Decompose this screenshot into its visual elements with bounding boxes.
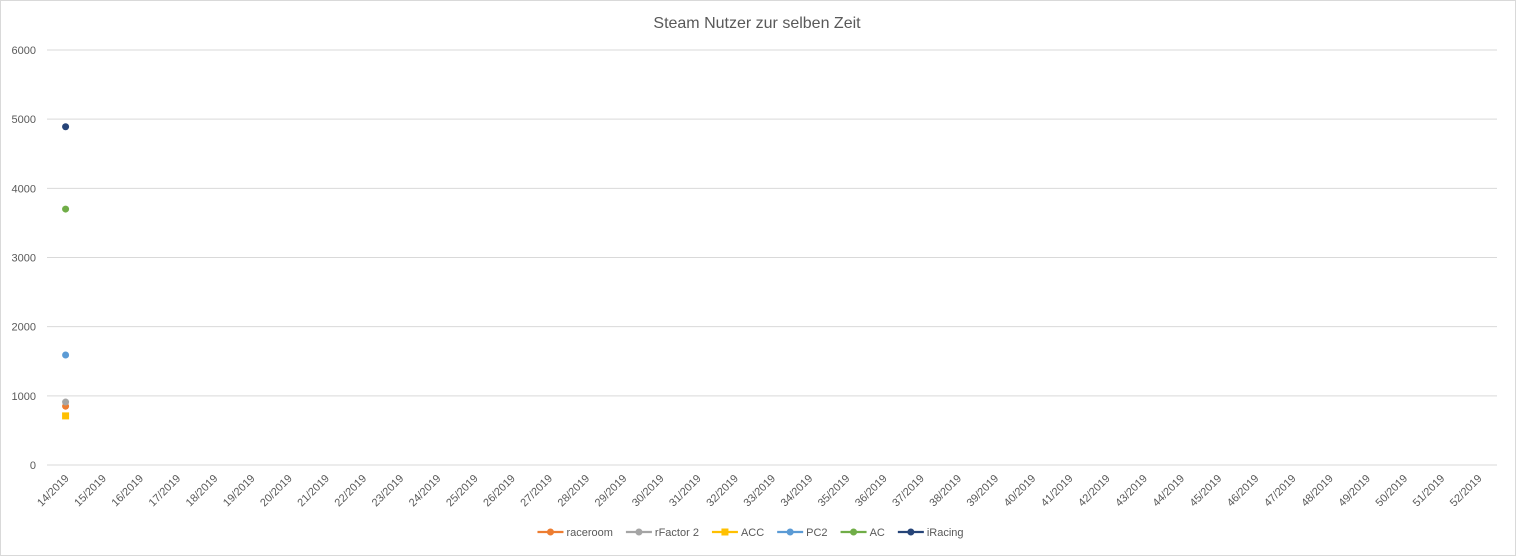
- x-tick-label: 20/2019: [258, 473, 295, 510]
- y-tick-label: 0: [30, 460, 36, 472]
- x-tick-label: 51/2019: [1411, 473, 1448, 510]
- data-point: [62, 205, 70, 213]
- x-tick-label: 15/2019: [72, 473, 109, 510]
- legend-label: iRacing: [927, 527, 964, 539]
- legend-label: ACC: [741, 527, 764, 539]
- x-tick-label: 44/2019: [1150, 473, 1187, 510]
- data-point: [62, 412, 70, 420]
- x-tick-label: 39/2019: [965, 473, 1002, 510]
- y-tick-label: 6000: [12, 45, 36, 57]
- x-tick-label: 28/2019: [556, 473, 593, 510]
- x-tick-label: 30/2019: [630, 473, 667, 510]
- legend-label: raceroom: [566, 527, 612, 539]
- x-tick-label: 25/2019: [444, 473, 481, 510]
- legend-entry: rFactor 2: [625, 527, 699, 539]
- x-tick-label: 40/2019: [1002, 473, 1039, 510]
- legend-marker: [907, 528, 915, 536]
- legend-entry: ACC: [711, 527, 764, 539]
- x-tick-label: 32/2019: [704, 473, 741, 510]
- legend-label: AC: [870, 527, 885, 539]
- y-tick-label: 3000: [12, 253, 36, 265]
- x-tick-label: 22/2019: [333, 473, 370, 510]
- legend-label: rFactor 2: [655, 527, 699, 539]
- legend-marker: [786, 528, 794, 536]
- x-tick-label: 19/2019: [221, 473, 258, 510]
- y-axis-ticks: 0 1000 2000 3000 4000 5000 6000: [12, 45, 36, 472]
- x-tick-label: 24/2019: [407, 473, 444, 510]
- legend-marker: [546, 528, 554, 536]
- x-tick-label: 42/2019: [1076, 473, 1113, 510]
- x-tick-label: 49/2019: [1336, 473, 1373, 510]
- data-point: [62, 123, 70, 131]
- x-tick-label: 31/2019: [667, 473, 704, 510]
- data-point: [62, 351, 70, 359]
- x-tick-label: 33/2019: [742, 473, 779, 510]
- legend-marker: [850, 528, 858, 536]
- x-tick-label: 17/2019: [147, 473, 184, 510]
- x-tick-label: 14/2019: [35, 473, 72, 510]
- x-tick-label: 21/2019: [295, 473, 332, 510]
- y-tick-label: 4000: [12, 183, 36, 195]
- x-tick-label: 29/2019: [593, 473, 630, 510]
- y-tick-label: 2000: [12, 322, 36, 334]
- legend-entry: iRacing: [897, 527, 964, 539]
- x-tick-label: 18/2019: [184, 473, 221, 510]
- legend-marker: [635, 528, 643, 536]
- x-tick-label: 35/2019: [816, 473, 853, 510]
- legend-entry: AC: [840, 527, 885, 539]
- x-tick-label: 23/2019: [370, 473, 407, 510]
- legend-marker: [721, 528, 729, 536]
- x-tick-label: 48/2019: [1299, 473, 1336, 510]
- x-tick-label: 43/2019: [1113, 473, 1150, 510]
- x-tick-label: 47/2019: [1262, 473, 1299, 510]
- legend-entry: PC2: [777, 527, 828, 539]
- x-tick-label: 52/2019: [1448, 473, 1485, 510]
- gridlines: [47, 49, 1497, 466]
- data-point: [62, 398, 70, 406]
- x-tick-label: 26/2019: [481, 473, 518, 510]
- y-tick-label: 5000: [12, 114, 36, 126]
- y-tick-label: 1000: [12, 391, 36, 403]
- data-points: [62, 123, 70, 420]
- x-tick-label: 38/2019: [927, 473, 964, 510]
- legend: raceroom rFactor 2 ACC PC2 AC iRacing: [537, 527, 964, 539]
- x-tick-label: 45/2019: [1188, 473, 1225, 510]
- x-tick-label: 16/2019: [109, 473, 146, 510]
- x-tick-label: 27/2019: [518, 473, 555, 510]
- x-tick-label: 50/2019: [1374, 473, 1411, 510]
- legend-label: PC2: [806, 527, 827, 539]
- chart-title: Steam Nutzer zur selben Zeit: [653, 15, 861, 32]
- x-tick-label: 36/2019: [853, 473, 890, 510]
- x-tick-label: 34/2019: [779, 473, 816, 510]
- x-tick-label: 41/2019: [1039, 473, 1076, 510]
- x-tick-label: 37/2019: [890, 473, 927, 510]
- x-axis-ticks: 14/2019 15/2019 16/2019 17/2019 18/2019 19/20…: [35, 473, 1484, 510]
- legend-entry: raceroom: [537, 527, 613, 539]
- x-tick-label: 46/2019: [1225, 473, 1262, 510]
